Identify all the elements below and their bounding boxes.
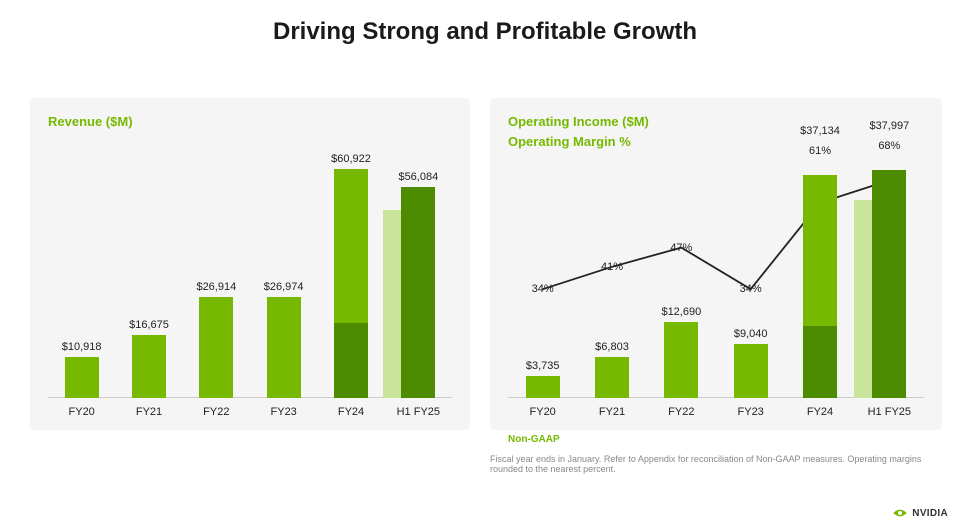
nvidia-logo-text: NVIDIA xyxy=(912,508,948,519)
bar xyxy=(199,297,233,398)
page-title: Driving Strong and Profitable Growth xyxy=(0,18,970,46)
bar-group: $37,99768%H1 FY25 xyxy=(872,158,906,398)
x-axis-label: H1 FY25 xyxy=(397,406,440,418)
bar-value-label: $60,922 xyxy=(331,153,371,165)
bar-pct-label: 47% xyxy=(670,242,692,254)
revenue-chart-area: $10,918FY20 $16,675FY21 $26,914FY22 $26,974… xyxy=(48,154,452,398)
bar xyxy=(734,344,768,398)
bar-value-label: $37,997 xyxy=(869,120,909,132)
bar xyxy=(595,357,629,398)
opinc-chart-area: $3,73534%FY20$6,80341%FY21$12,69047%FY22… xyxy=(508,158,924,398)
bar-group: $3,73534%FY20 xyxy=(526,158,560,398)
bar xyxy=(267,297,301,398)
opinc-panel: Operating Income ($M) Operating Margin %… xyxy=(490,98,942,430)
x-axis-label: FY20 xyxy=(69,406,95,418)
x-axis-label: H1 FY25 xyxy=(868,406,911,418)
x-axis-label: FY21 xyxy=(136,406,162,418)
footnote: Fiscal year ends in January. Refer to Ap… xyxy=(490,454,942,474)
bar-group: $37,13461%FY24 xyxy=(803,158,837,398)
x-axis-label: FY22 xyxy=(668,406,694,418)
bar-group: $12,69047%FY22 xyxy=(664,158,698,398)
bar-group: $60,922FY24 xyxy=(334,154,368,398)
non-gaap-note: Non-GAAP xyxy=(508,434,560,445)
bar-value-label: $37,134 xyxy=(800,125,840,137)
bar xyxy=(526,376,560,398)
slide: Driving Strong and Profitable Growth Rev… xyxy=(0,0,970,531)
bar-pct-label: 34% xyxy=(532,283,554,295)
x-axis-label: FY23 xyxy=(738,406,764,418)
bar-value-label: $3,735 xyxy=(526,360,560,372)
bar-value-label: $26,914 xyxy=(196,281,236,293)
revenue-panel: Revenue ($M) $10,918FY20$16,675FY21$26,9… xyxy=(30,98,470,430)
x-axis-label: FY24 xyxy=(338,406,364,418)
bar-value-label: $56,084 xyxy=(398,171,438,183)
x-axis-label: FY23 xyxy=(271,406,297,418)
x-axis-label: FY22 xyxy=(203,406,229,418)
x-axis-label: FY21 xyxy=(599,406,625,418)
bar-pct-label: 34% xyxy=(740,283,762,295)
bar-group: $56,084H1 FY25 xyxy=(401,154,435,398)
bar-value-label: $16,675 xyxy=(129,319,169,331)
opinc-title-1: Operating Income ($M) xyxy=(508,114,649,129)
x-axis-label: FY24 xyxy=(807,406,833,418)
nvidia-eye-icon xyxy=(892,507,908,519)
bar-pct-label: 68% xyxy=(878,140,900,152)
bar-dark xyxy=(872,170,906,398)
bar-value-label: $6,803 xyxy=(595,341,629,353)
bar xyxy=(132,335,166,398)
bar-lower xyxy=(334,323,368,398)
bar-pct-label: 41% xyxy=(601,261,623,273)
bar xyxy=(664,322,698,398)
bar-dark xyxy=(401,187,435,398)
bar-group: $26,914FY22 xyxy=(199,154,233,398)
x-axis-label: FY20 xyxy=(530,406,556,418)
bar-group: $6,80341%FY21 xyxy=(595,158,629,398)
bar-value-label: $10,918 xyxy=(62,341,102,353)
bar-group: $26,974FY23 xyxy=(267,154,301,398)
bar-pct-label: 61% xyxy=(809,145,831,157)
bar-value-label: $9,040 xyxy=(734,328,768,340)
bar-value-label: $26,974 xyxy=(264,281,304,293)
bar-lower xyxy=(803,326,837,398)
bar-group: $9,04034%FY23 xyxy=(734,158,768,398)
opinc-title-2: Operating Margin % xyxy=(508,134,631,149)
bar-group: $16,675FY21 xyxy=(132,154,166,398)
bar-value-label: $12,690 xyxy=(661,306,701,318)
nvidia-logo: NVIDIA xyxy=(892,507,948,519)
bar xyxy=(65,357,99,398)
bar-group: $10,918FY20 xyxy=(65,154,99,398)
revenue-title: Revenue ($M) xyxy=(48,114,133,129)
